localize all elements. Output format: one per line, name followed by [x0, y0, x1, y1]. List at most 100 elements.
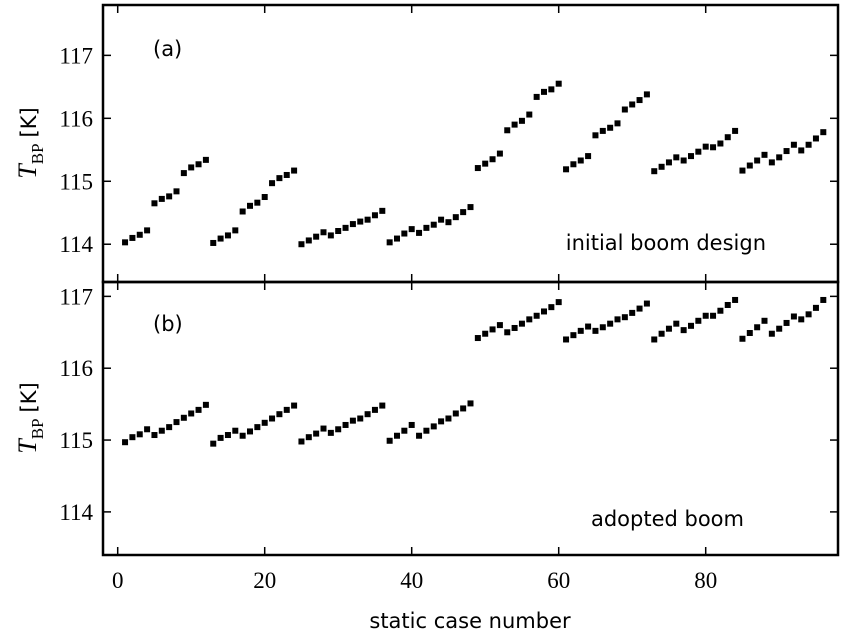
data-point: [783, 148, 790, 155]
data-point: [247, 428, 253, 435]
data-point: [269, 415, 276, 422]
data-point: [599, 324, 606, 331]
panel-b-y-tick-label: 117: [59, 284, 93, 309]
data-point: [298, 241, 305, 248]
data-point: [166, 424, 173, 431]
data-point: [577, 327, 584, 334]
data-point: [357, 218, 364, 225]
data-point: [820, 296, 827, 303]
panel-b-frame: [101, 280, 840, 557]
data-point: [401, 427, 408, 434]
data-point: [526, 316, 533, 323]
data-point: [224, 232, 231, 239]
data-point: [291, 167, 298, 174]
data-point: [276, 411, 283, 418]
data-point: [158, 195, 165, 202]
panel-a-ylabel-symbol: T: [13, 163, 42, 179]
data-point: [423, 427, 430, 434]
data-point: [474, 165, 481, 172]
data-point: [688, 322, 694, 329]
data-point: [790, 141, 797, 148]
data-point: [504, 329, 511, 336]
data-point: [563, 166, 570, 173]
data-point: [695, 148, 702, 155]
panel-a-y-tick-label: 114: [59, 232, 93, 257]
data-point: [452, 410, 459, 417]
data-point: [298, 438, 305, 445]
x-tick-label: 0: [112, 568, 124, 593]
panel-a-label: (a): [153, 37, 182, 61]
panel-a-markers: [122, 80, 827, 248]
data-point: [776, 325, 783, 332]
data-point: [394, 235, 400, 242]
data-point: [658, 330, 665, 337]
data-point: [261, 194, 268, 201]
data-point: [798, 147, 805, 154]
panel-a-y-axis-label: TBP [K]: [13, 107, 47, 178]
data-point: [629, 101, 636, 108]
data-point: [717, 140, 724, 147]
data-point: [408, 421, 415, 428]
data-point: [202, 156, 209, 163]
data-point: [570, 332, 577, 339]
data-point: [548, 86, 555, 93]
data-point: [717, 307, 724, 314]
data-point: [702, 143, 709, 150]
data-point: [445, 219, 452, 226]
data-point: [261, 419, 268, 426]
data-point: [394, 432, 400, 439]
data-point: [555, 80, 562, 87]
data-point: [614, 316, 621, 323]
data-point: [136, 431, 143, 438]
data-point: [254, 199, 261, 206]
panel-a-ylabel-unit: [K]: [17, 107, 41, 137]
data-point: [335, 228, 342, 235]
data-point: [305, 434, 312, 441]
data-point: [467, 400, 474, 407]
data-point: [651, 336, 658, 343]
panel-a-annotation: initial boom design: [566, 231, 766, 255]
data-point: [511, 121, 518, 128]
data-point: [710, 312, 717, 319]
data-point: [680, 157, 687, 164]
data-point: [761, 151, 768, 158]
data-point: [283, 406, 290, 413]
data-point: [724, 134, 731, 141]
data-point: [548, 304, 555, 311]
data-point: [416, 229, 423, 236]
data-point: [452, 214, 459, 221]
data-point: [247, 202, 253, 209]
data-point: [482, 330, 489, 337]
data-point: [805, 141, 812, 148]
data-point: [445, 415, 452, 422]
data-point: [254, 424, 261, 431]
data-point: [416, 432, 423, 439]
data-point: [342, 224, 349, 231]
data-point: [754, 324, 761, 331]
data-point: [188, 410, 195, 417]
data-point: [202, 401, 209, 408]
data-point: [643, 91, 650, 98]
data-point: [386, 239, 393, 246]
data-point: [585, 153, 592, 160]
data-point: [533, 93, 540, 100]
data-point: [702, 312, 709, 319]
data-point: [379, 402, 386, 409]
data-point: [732, 127, 739, 134]
data-point: [665, 159, 672, 166]
data-point: [210, 440, 217, 447]
data-point: [401, 230, 408, 237]
data-point: [122, 239, 129, 246]
data-point: [173, 188, 180, 195]
data-point: [269, 180, 276, 187]
data-point: [144, 426, 151, 433]
data-point: [180, 170, 187, 177]
data-point: [570, 161, 577, 168]
data-point: [688, 153, 694, 160]
data-point: [812, 135, 819, 142]
data-point: [665, 325, 672, 332]
data-point: [151, 432, 158, 439]
data-point: [695, 317, 702, 324]
data-point: [592, 132, 599, 139]
data-point: [496, 322, 503, 329]
